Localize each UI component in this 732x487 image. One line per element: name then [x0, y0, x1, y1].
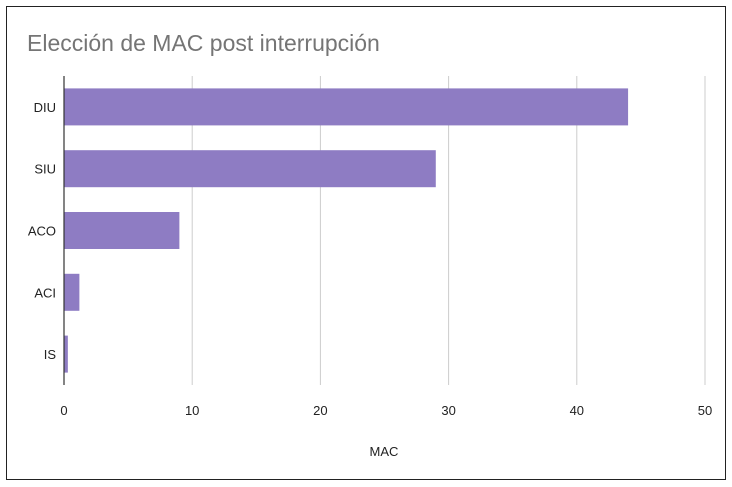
bar-aci — [64, 273, 80, 311]
bar-siu — [64, 150, 436, 188]
bar-diu — [64, 88, 629, 126]
category-label-siu: SIU — [34, 162, 56, 177]
bar-aco — [64, 212, 180, 249]
x-axis-label: MAC — [370, 444, 399, 459]
bars — [64, 88, 629, 373]
category-label-aco: ACO — [28, 224, 56, 239]
bar-is — [64, 335, 68, 373]
x-tick-labels: 0 10 20 30 40 50 — [60, 403, 712, 418]
category-label-diu: DIU — [34, 100, 56, 115]
x-tick-20: 20 — [313, 403, 327, 418]
x-tick-30: 30 — [441, 403, 455, 418]
x-tick-0: 0 — [60, 403, 67, 418]
x-tick-10: 10 — [185, 403, 199, 418]
gridlines — [191, 76, 706, 385]
category-label-aci: ACI — [34, 285, 56, 300]
category-labels: DIU SIU ACO ACI IS — [28, 100, 56, 362]
x-tick-50: 50 — [698, 403, 712, 418]
chart-title: Elección de MAC post interrupción — [27, 30, 380, 56]
x-tick-40: 40 — [570, 403, 584, 418]
category-label-is: IS — [44, 347, 57, 362]
